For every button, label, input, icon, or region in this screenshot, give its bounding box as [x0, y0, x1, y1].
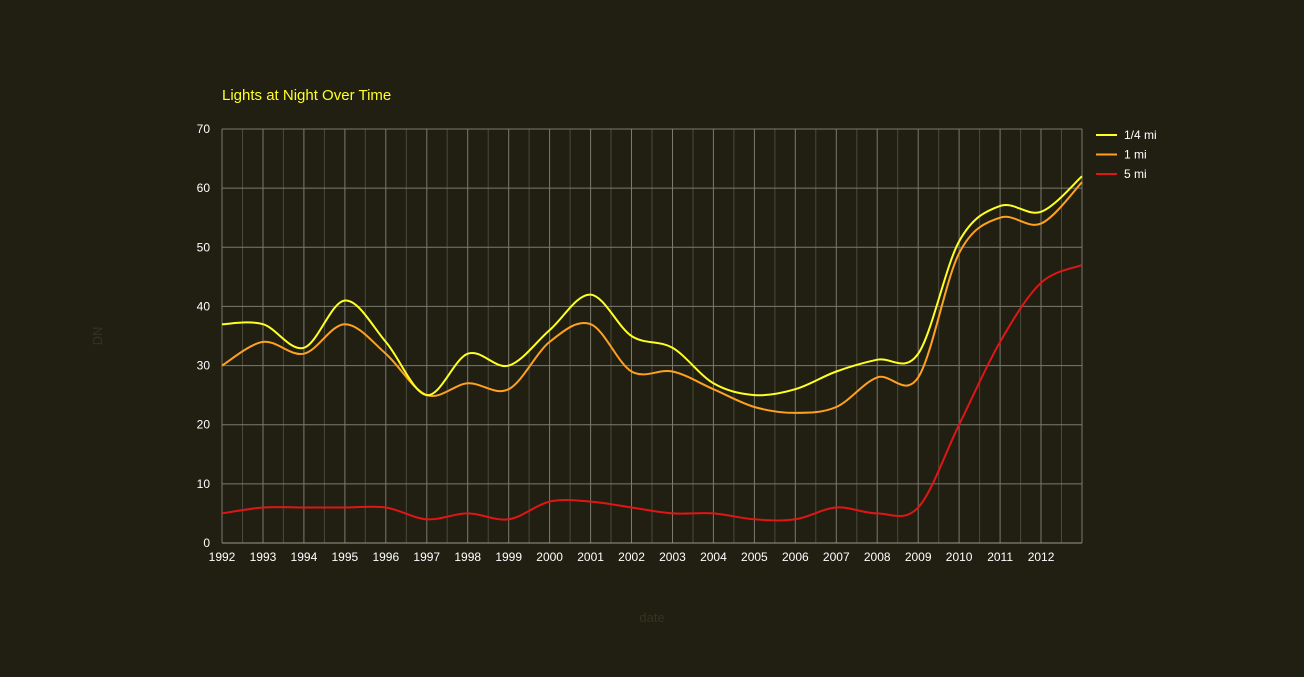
legend: 1/4 mi 1 mi 5 mi [1096, 128, 1157, 181]
x-tick-label: 2003 [659, 550, 686, 564]
chart-title: Lights at Night Over Time [222, 87, 391, 104]
x-tick-label: 2005 [741, 550, 768, 564]
y-tick-label: 70 [197, 122, 211, 136]
x-axis-ticks: 1992 1993 1994 1995 1996 1997 1998 1999 2000 2001… [209, 550, 1055, 564]
x-tick-label: 2009 [905, 550, 932, 564]
y-axis-ticks: 0 10 20 30 40 50 60 70 [197, 122, 211, 550]
y-tick-label: 50 [197, 240, 211, 254]
x-tick-label: 1997 [413, 550, 440, 564]
x-tick-label: 2007 [823, 550, 850, 564]
legend-label-1-mi: 1 mi [1124, 148, 1147, 162]
x-tick-label: 1998 [454, 550, 481, 564]
series-line-1-4-mi [221, 175, 1083, 397]
x-tick-label: 2004 [700, 550, 727, 564]
legend-label-1-4-mi: 1/4 mi [1124, 128, 1157, 142]
x-tick-label: 1992 [209, 550, 236, 564]
y-tick-label: 0 [203, 536, 210, 550]
series-line-5-mi [221, 264, 1083, 522]
y-tick-label: 40 [197, 299, 211, 313]
series-lines [221, 175, 1083, 522]
x-tick-label: 1995 [332, 550, 359, 564]
x-tick-label: 1996 [372, 550, 399, 564]
x-tick-label: 2012 [1028, 550, 1055, 564]
y-tick-label: 20 [197, 418, 211, 432]
x-tick-label: 2010 [946, 550, 973, 564]
x-tick-label: 2000 [536, 550, 563, 564]
x-tick-label: 1994 [291, 550, 318, 564]
grid [221, 128, 1083, 544]
y-axis-title: DN [90, 327, 105, 346]
series-line-1-mi [221, 181, 1083, 414]
legend-label-5-mi: 5 mi [1124, 167, 1147, 181]
x-axis-title: date [639, 610, 664, 625]
y-tick-label: 60 [197, 181, 211, 195]
x-tick-label: 2006 [782, 550, 809, 564]
x-tick-label: 1993 [250, 550, 277, 564]
y-tick-label: 10 [197, 477, 211, 491]
x-tick-label: 2002 [618, 550, 645, 564]
y-tick-label: 30 [197, 359, 211, 373]
x-tick-label: 2001 [577, 550, 604, 564]
x-tick-label: 2008 [864, 550, 891, 564]
x-tick-label: 2011 [987, 550, 1013, 564]
x-tick-label: 1999 [495, 550, 522, 564]
